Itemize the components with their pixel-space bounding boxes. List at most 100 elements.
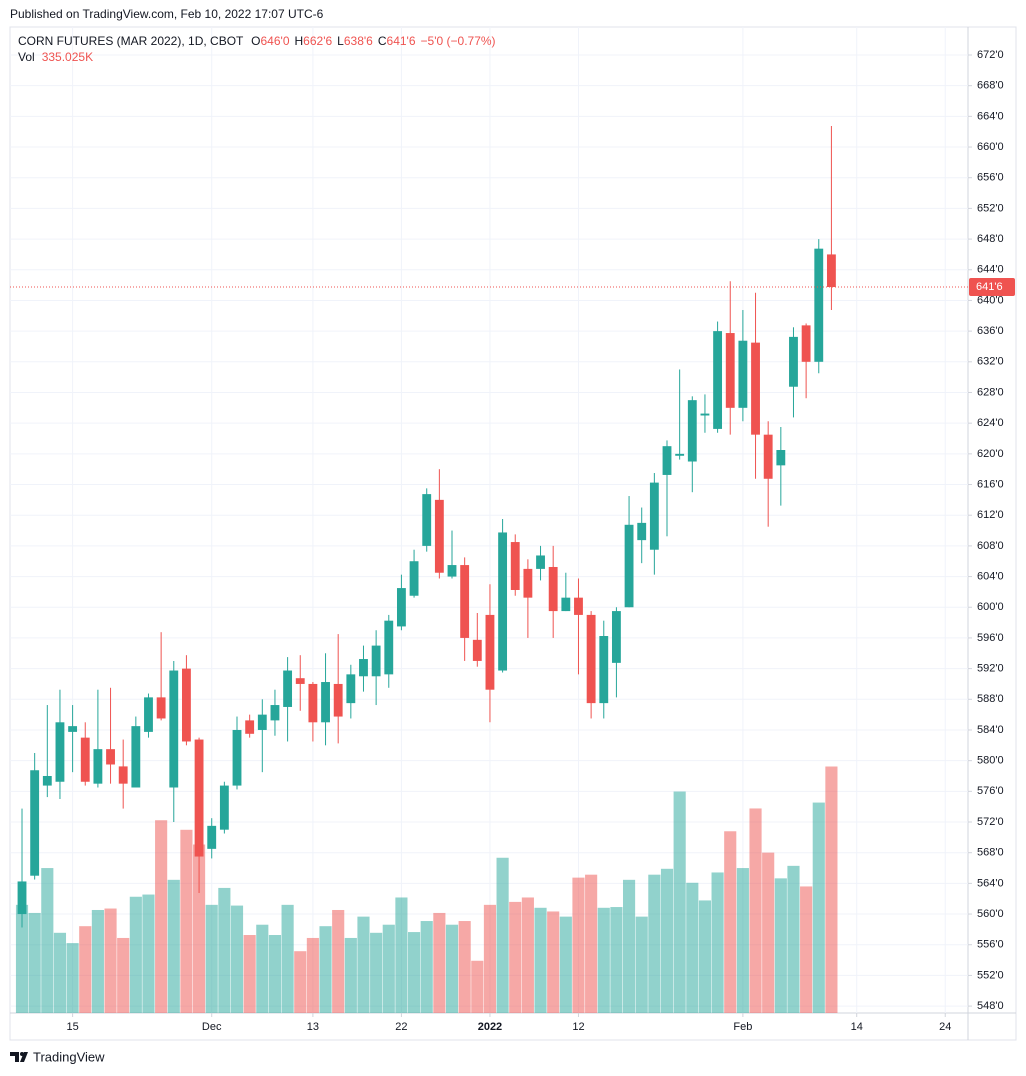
candle-body bbox=[144, 697, 153, 732]
candles bbox=[17, 125, 836, 928]
ohlc-value: 638'6 bbox=[344, 34, 373, 48]
volume-bar bbox=[268, 935, 282, 1013]
y-tick-label: 608'0 bbox=[977, 540, 1004, 552]
last-price-label: 641'6 bbox=[976, 281, 1003, 293]
chart-frame bbox=[9, 26, 1017, 1041]
volume-bar bbox=[635, 916, 648, 1013]
volume-bar bbox=[370, 932, 383, 1013]
volume-bar bbox=[534, 907, 547, 1013]
candle-body bbox=[789, 336, 798, 387]
y-tick-label: 656'0 bbox=[977, 172, 1004, 184]
candle-body bbox=[68, 726, 78, 732]
candle-body bbox=[384, 620, 394, 675]
candle-body bbox=[814, 248, 824, 362]
x-tick-label: 15 bbox=[66, 1021, 78, 1033]
candle-body bbox=[156, 697, 166, 719]
volume-bar bbox=[407, 932, 421, 1013]
volume-bar bbox=[332, 909, 345, 1013]
y-tick-label: 652'0 bbox=[977, 202, 1004, 214]
volume-bar bbox=[420, 921, 433, 1013]
candle-body bbox=[447, 565, 457, 577]
volume-value: 335.025K bbox=[42, 50, 93, 64]
candle-body bbox=[472, 639, 482, 661]
price-change: −5'0 (−0.77%) bbox=[421, 34, 496, 48]
candle-body bbox=[30, 770, 40, 876]
candle-body bbox=[194, 739, 204, 857]
volume-bar bbox=[79, 926, 92, 1013]
candle-body bbox=[725, 333, 735, 408]
volume-bar bbox=[193, 844, 206, 1013]
y-tick-label: 616'0 bbox=[977, 478, 1004, 490]
y-tick-label: 612'0 bbox=[977, 509, 1004, 521]
volume-bar bbox=[66, 943, 79, 1013]
candle-body bbox=[219, 785, 229, 830]
volume-bar bbox=[53, 932, 67, 1013]
y-tick-label: 660'0 bbox=[977, 141, 1004, 153]
candle-body bbox=[232, 729, 242, 786]
volume-bar bbox=[319, 926, 332, 1013]
candle-body bbox=[42, 775, 52, 786]
y-tick-label: 600'0 bbox=[977, 601, 1004, 613]
symbol-legend: CORN FUTURES (MAR 2022), 1D, CBOT O646'0 H… bbox=[18, 34, 496, 48]
volume-bar bbox=[749, 808, 762, 1013]
candle-body bbox=[434, 499, 444, 573]
candle-body bbox=[371, 645, 381, 677]
volume-bar bbox=[395, 897, 408, 1013]
x-tick-label: Dec bbox=[202, 1021, 222, 1033]
candle-body bbox=[763, 434, 773, 479]
x-tick-label: 13 bbox=[307, 1021, 319, 1033]
volume-bar bbox=[294, 951, 307, 1013]
candle-body bbox=[637, 522, 647, 541]
y-tick-label: 552'0 bbox=[977, 969, 1004, 981]
volume-bar bbox=[622, 879, 636, 1013]
volume-bar bbox=[117, 937, 130, 1013]
candle-body bbox=[207, 825, 217, 849]
volume-bar bbox=[521, 897, 534, 1013]
candle-body bbox=[611, 611, 621, 663]
volume-bar bbox=[610, 907, 623, 1013]
y-tick-label: 632'0 bbox=[977, 356, 1004, 368]
candle-body bbox=[574, 597, 583, 615]
volume-bar bbox=[559, 916, 572, 1013]
candle-body bbox=[245, 720, 255, 734]
y-tick-label: 572'0 bbox=[977, 816, 1004, 828]
y-tick-label: 564'0 bbox=[977, 877, 1004, 889]
candle-body bbox=[181, 668, 191, 742]
candle-body bbox=[270, 705, 280, 721]
volume-bar bbox=[547, 911, 560, 1013]
candle-body bbox=[80, 737, 90, 782]
candle-body bbox=[169, 670, 179, 788]
ohlc-value: 641'6 bbox=[387, 34, 416, 48]
symbol-name: CORN FUTURES (MAR 2022), 1D, CBOT bbox=[18, 34, 244, 48]
volume-bar bbox=[243, 935, 256, 1013]
y-tick-label: 624'0 bbox=[977, 417, 1004, 429]
brand: TradingView bbox=[33, 1049, 105, 1064]
ohlc-value: 646'0 bbox=[261, 34, 290, 48]
y-tick-label: 580'0 bbox=[977, 755, 1004, 767]
candle-body bbox=[826, 254, 836, 288]
y-tick-label: 548'0 bbox=[977, 1000, 1004, 1012]
volume-bar bbox=[445, 924, 459, 1013]
volume-bar bbox=[142, 894, 155, 1013]
candle-body bbox=[422, 494, 432, 546]
x-tick-label: 24 bbox=[939, 1021, 951, 1033]
y-tick-label: 636'0 bbox=[977, 325, 1004, 337]
y-tick-label: 560'0 bbox=[977, 908, 1004, 920]
x-tick-label: 22 bbox=[395, 1021, 407, 1033]
volume-bar bbox=[660, 868, 674, 1013]
candle-body bbox=[738, 340, 748, 408]
candle-body bbox=[536, 555, 545, 569]
candle-body bbox=[751, 342, 760, 435]
candle-body bbox=[687, 400, 697, 462]
volume-bar bbox=[218, 887, 231, 1013]
volume-bar bbox=[41, 868, 54, 1013]
volume-title: Vol bbox=[18, 50, 35, 64]
volume-bar bbox=[648, 874, 661, 1013]
published-note: Published on TradingView.com, Feb 10, 20… bbox=[10, 7, 324, 21]
volume-bar bbox=[180, 829, 193, 1013]
x-tick-label: 2022 bbox=[478, 1021, 502, 1033]
candle-body bbox=[396, 588, 406, 627]
volume-bar bbox=[774, 878, 787, 1013]
y-tick-label: 604'0 bbox=[977, 570, 1004, 582]
